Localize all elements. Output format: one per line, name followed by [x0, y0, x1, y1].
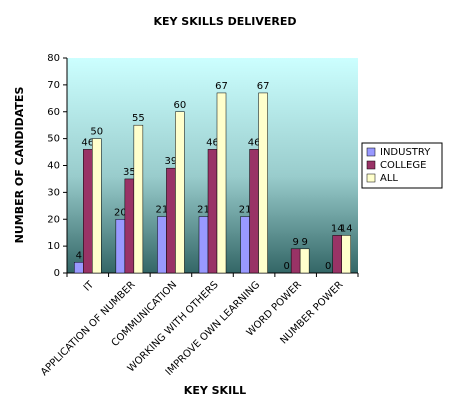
value-label: 21 [156, 205, 169, 216]
legend-swatch [366, 160, 376, 170]
legend-label: COLLEGE [380, 160, 426, 171]
value-label: 46 [206, 137, 219, 148]
value-label: 20 [114, 207, 127, 218]
bar [115, 219, 126, 274]
value-label: 4 [76, 250, 82, 261]
value-label: 55 [132, 113, 145, 124]
value-label: 21 [197, 205, 210, 216]
y-tick-label: 50 [47, 134, 60, 145]
value-label: 0 [283, 261, 289, 272]
bar [157, 216, 167, 274]
bar [240, 216, 250, 274]
y-tick-label: 20 [47, 214, 60, 225]
bar [341, 235, 351, 274]
bar [74, 262, 84, 274]
y-axis-label: NUMBER OF CANDIDATES [13, 87, 26, 244]
y-tick-label: 70 [47, 80, 60, 91]
y-tick-label: 0 [54, 268, 60, 279]
y-tick-label: 30 [47, 187, 60, 198]
bar [166, 167, 176, 274]
legend-label: ALL [380, 173, 398, 184]
legend-label: INDUSTRY [380, 147, 431, 158]
legend-swatch [366, 173, 376, 183]
bar [198, 216, 209, 274]
bar [249, 149, 259, 274]
x-tick-label: IT [82, 279, 97, 294]
y-tick-label: 80 [47, 53, 60, 64]
y-tick-label: 60 [47, 107, 60, 118]
value-label: 67 [215, 81, 228, 92]
bar [124, 178, 135, 274]
value-label: 21 [239, 205, 252, 216]
x-axis-label: KEY SKILL [184, 384, 246, 397]
value-label: 60 [174, 100, 187, 111]
value-label: 0 [325, 261, 331, 272]
value-label: 14 [340, 223, 353, 234]
bar [290, 248, 301, 274]
value-label: 46 [248, 137, 261, 148]
value-label: 46 [81, 137, 94, 148]
value-label: 39 [165, 156, 178, 167]
value-label: 50 [90, 127, 103, 138]
value-label: 14 [331, 223, 344, 234]
y-tick-label: 40 [47, 161, 60, 172]
bar [83, 149, 93, 274]
y-tick-label: 10 [47, 241, 60, 252]
value-label: 67 [257, 81, 270, 92]
bar [133, 124, 144, 274]
bar [216, 92, 227, 274]
bar [92, 138, 102, 274]
bar [258, 92, 268, 274]
legend-swatch [366, 147, 376, 157]
bar [175, 111, 185, 274]
value-label: 35 [123, 167, 136, 178]
bar [207, 149, 218, 274]
bar [299, 248, 310, 274]
bar [332, 235, 342, 274]
value-label: 9 [301, 237, 307, 248]
value-label: 9 [292, 237, 298, 248]
chart-title: KEY SKILLS DELIVERED [153, 15, 296, 28]
legend [361, 142, 443, 189]
